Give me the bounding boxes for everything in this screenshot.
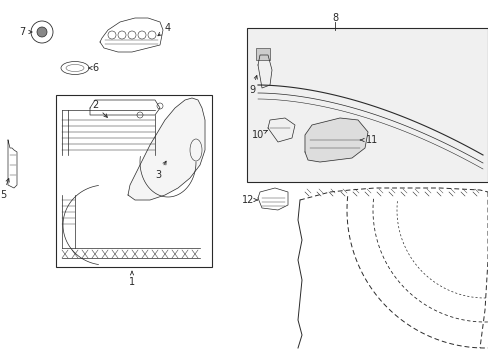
Text: 4: 4 xyxy=(158,23,171,36)
Text: 1: 1 xyxy=(129,271,135,287)
Text: 5: 5 xyxy=(0,179,9,200)
Circle shape xyxy=(37,27,47,37)
Ellipse shape xyxy=(61,62,89,75)
Bar xyxy=(56,95,212,267)
Text: 9: 9 xyxy=(248,76,257,95)
Text: 3: 3 xyxy=(155,161,166,180)
Text: 12: 12 xyxy=(242,195,257,205)
Text: 2: 2 xyxy=(92,100,107,117)
Polygon shape xyxy=(305,118,367,162)
Text: 6: 6 xyxy=(89,63,98,73)
Text: 8: 8 xyxy=(331,13,337,23)
Polygon shape xyxy=(128,98,204,200)
Text: 10: 10 xyxy=(251,130,267,140)
Text: 11: 11 xyxy=(360,135,377,145)
Bar xyxy=(246,28,487,182)
Bar xyxy=(256,48,269,60)
Text: 7: 7 xyxy=(19,27,32,37)
